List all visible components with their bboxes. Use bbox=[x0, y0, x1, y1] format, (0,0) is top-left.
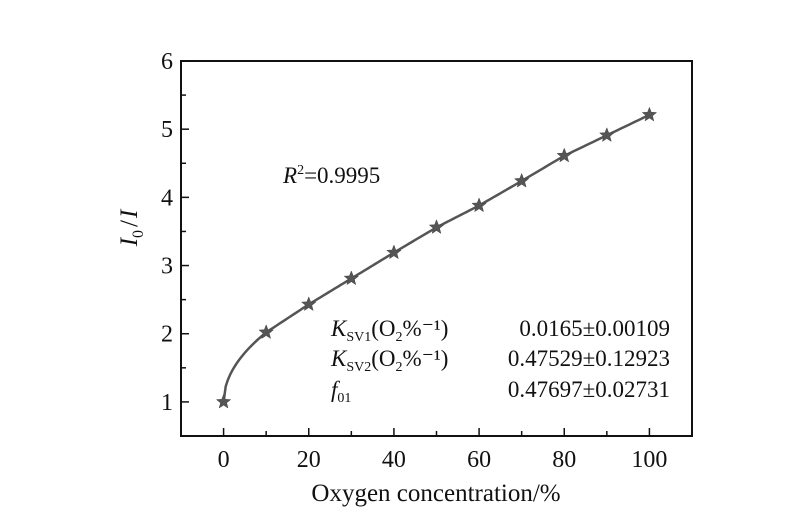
data-point-star bbox=[215, 393, 232, 409]
x-tick-label: 60 bbox=[467, 447, 491, 473]
data-points bbox=[215, 106, 658, 409]
data-point-star bbox=[599, 127, 615, 142]
data-point-star bbox=[386, 244, 402, 260]
x-axis-title: Oxygen concentration/% bbox=[311, 480, 560, 507]
r-squared-annotation: R2=0.9995 bbox=[282, 163, 380, 188]
data-point-star bbox=[258, 324, 274, 339]
x-tick-label: 100 bbox=[631, 447, 667, 473]
y-axis-title: I0/I bbox=[116, 208, 147, 247]
y-tick-label: 2 bbox=[161, 322, 173, 348]
tick-labels: 0 20 40 60 80 100 1 2 3 4 5 6 bbox=[161, 49, 667, 473]
axis-ticks bbox=[181, 60, 651, 436]
ksv1-label: KSV1(O2%⁻¹) bbox=[330, 316, 448, 345]
data-point-star bbox=[300, 296, 317, 312]
f01-value: 0.47697±0.02731 bbox=[508, 377, 670, 402]
y-tick-label: 5 bbox=[161, 117, 173, 143]
x-tick-label: 20 bbox=[297, 447, 321, 473]
ksv2-label: KSV2(O2%⁻¹) bbox=[330, 346, 448, 375]
y-tick-label: 3 bbox=[161, 254, 173, 280]
data-point-star bbox=[471, 197, 487, 213]
data-point-star bbox=[641, 106, 658, 122]
data-point-star bbox=[343, 270, 360, 286]
x-tick-label: 0 bbox=[218, 447, 230, 473]
data-point-star bbox=[513, 172, 530, 188]
y-tick-label: 1 bbox=[161, 390, 173, 416]
x-tick-label: 40 bbox=[382, 447, 406, 473]
y-tick-label: 6 bbox=[161, 49, 173, 75]
x-tick-label: 80 bbox=[552, 447, 576, 473]
y-tick-label: 4 bbox=[161, 185, 173, 211]
data-point-star bbox=[556, 147, 573, 163]
ksv1-value: 0.0165±0.00109 bbox=[519, 316, 670, 341]
f01-label: f01 bbox=[331, 377, 351, 406]
ksv2-value: 0.47529±0.12923 bbox=[508, 346, 670, 371]
data-point-star bbox=[428, 219, 445, 234]
